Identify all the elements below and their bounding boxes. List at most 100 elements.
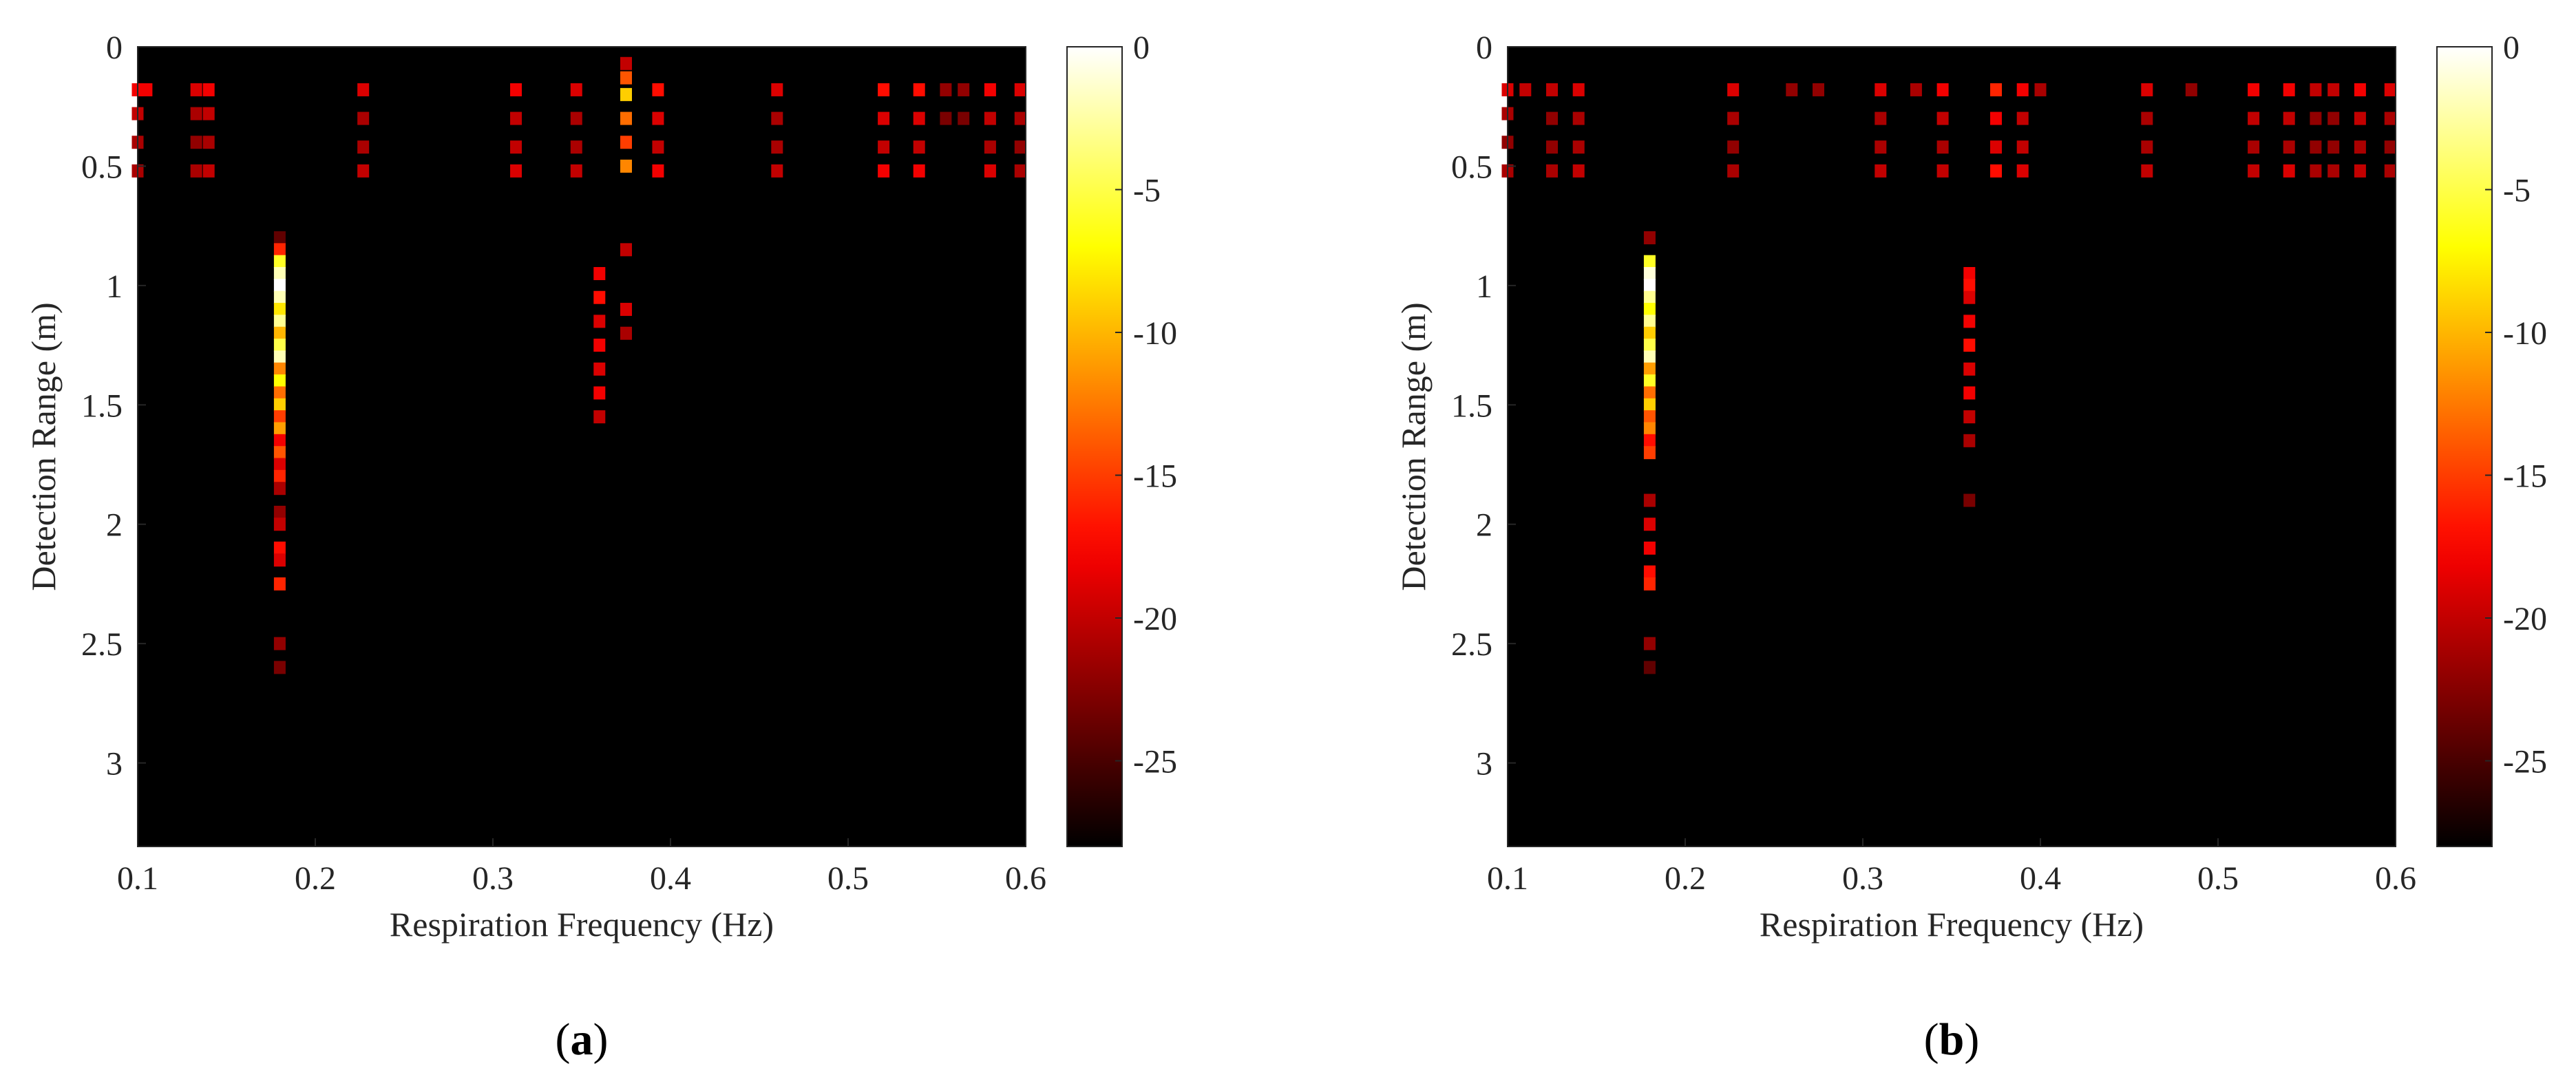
heatmap-cell [2185,83,2197,96]
heatmap-cell [620,111,632,125]
heatmap-cell [2141,140,2153,154]
heatmap-cell [2354,164,2366,178]
heatmap-cell [2016,83,2029,96]
heatmap-cell [1643,267,1656,281]
heatmap-cell [357,164,370,178]
heatmap-cell [878,164,890,178]
heatmap-cell [273,326,286,340]
heatmap-cell [1643,279,1656,292]
heatmap-panel-a: 0.1 0.2 0.3 0.4 0.5 0.6 0 0.5 1 1.5 2 2.5 3 Respirati… [24,30,1177,1065]
y-tick-label: 0.5 [1451,149,1492,185]
y-tick-label: 0.5 [81,149,123,185]
heatmap-cell [1643,541,1656,555]
heatmap-cell [1963,493,1976,507]
heatmap-cell [1786,83,1798,96]
heatmap-cell [1546,111,1558,125]
heatmap-cell [2248,140,2260,154]
heatmap-cell [570,164,582,178]
heatmap-cell [620,56,632,70]
heatmap-cell [652,164,664,178]
heatmap-cell [273,339,286,352]
heatmap-cell [1643,386,1656,400]
heatmap-cell [273,315,286,328]
heatmap-cell [190,83,202,96]
heatmap-cell [593,386,606,400]
heatmap-cell [357,83,370,96]
heatmap-cell [273,553,286,567]
heatmap-cell [273,303,286,317]
heatmap-cell [1643,637,1656,650]
heatmap-cell [357,111,370,125]
y-tick-label: 0 [1476,30,1492,66]
heatmap-cell [771,111,783,125]
heatmap-cell [1963,290,1976,304]
heatmap-cells [131,56,1026,674]
heatmap-cell [1936,140,1949,154]
heatmap-cell [771,140,783,154]
heatmap-cell [1727,140,1740,154]
heatmap-cell [273,434,286,447]
x-tick-label: 0.4 [2020,860,2061,897]
heatmap-cell [140,83,153,96]
heatmap-cell [273,374,286,388]
heatmap-cell [2310,83,2322,96]
heatmap-cell [273,446,286,460]
colorbar-tick-label: 0 [1133,30,1150,66]
heatmap-cell [620,71,632,85]
y-tick-label: 1 [1476,268,1492,305]
heatmap-cell [273,255,286,268]
heatmap-cell [940,83,952,96]
x-tick-label: 0.4 [650,860,691,897]
heatmap-cell [1643,434,1656,447]
heatmap-cell [620,159,632,173]
heatmap-cell [1643,493,1656,507]
x-tick-label: 0.2 [295,860,336,897]
heatmap-cell [984,83,996,96]
heatmap-cell [913,111,925,125]
heatmap-cell [273,577,286,590]
heatmap-cell [913,140,925,154]
heatmap-cell [1572,83,1585,96]
heatmap-cell [273,482,286,496]
heatmap-cell [2384,140,2396,154]
heatmap-cell [2327,140,2340,154]
heatmap-cell [202,136,215,149]
heatmap-cell [593,315,606,328]
heatmap-cell [1643,290,1656,304]
y-tick-label: 3 [1476,746,1492,782]
colorbar-tick-label: -15 [1133,458,1177,495]
y-tick-label: 2.5 [81,626,123,663]
heatmap-cell [1014,164,1026,178]
heatmap-cell [273,661,286,674]
heatmap-cell [1572,111,1585,125]
x-tick-label: 0.1 [1487,860,1528,897]
heatmap-cell [1813,83,1824,96]
y-tick-label: 1.5 [81,387,123,424]
heatmap-cell [1014,111,1026,125]
heatmap-cell [2310,111,2322,125]
heatmap-chart-a: 0.1 0.2 0.3 0.4 0.5 0.6 0 0.5 1 1.5 2 2.5 3 Respirati… [24,30,1177,1065]
heatmap-cell [273,279,286,292]
heatmap-cell [1963,339,1976,352]
heatmap-cell [1936,83,1949,96]
colorbar-tick-label: -5 [1133,173,1161,209]
x-tick-label: 0.2 [1665,860,1706,897]
heatmap-cell [620,326,632,340]
heatmap-cell [190,136,202,149]
heatmap-cell [273,243,286,257]
heatmap-cell [958,111,970,125]
heatmap-cell [1963,267,1976,281]
heatmap-cell [620,243,632,257]
heatmap-cell [2248,83,2260,96]
heatmap-cell [1643,518,1656,531]
heatmap-cell [2283,140,2295,154]
heatmap-cell [273,469,286,483]
heatmap-cell [652,83,664,96]
heatmap-cell [357,140,370,154]
heatmap-cell [1643,362,1656,376]
heatmap-cell [1875,140,1887,154]
heatmap-cell [273,398,286,412]
heatmap-cell [202,107,215,120]
heatmap-cell [273,637,286,650]
colorbar-tick-label: -15 [2503,458,2547,495]
